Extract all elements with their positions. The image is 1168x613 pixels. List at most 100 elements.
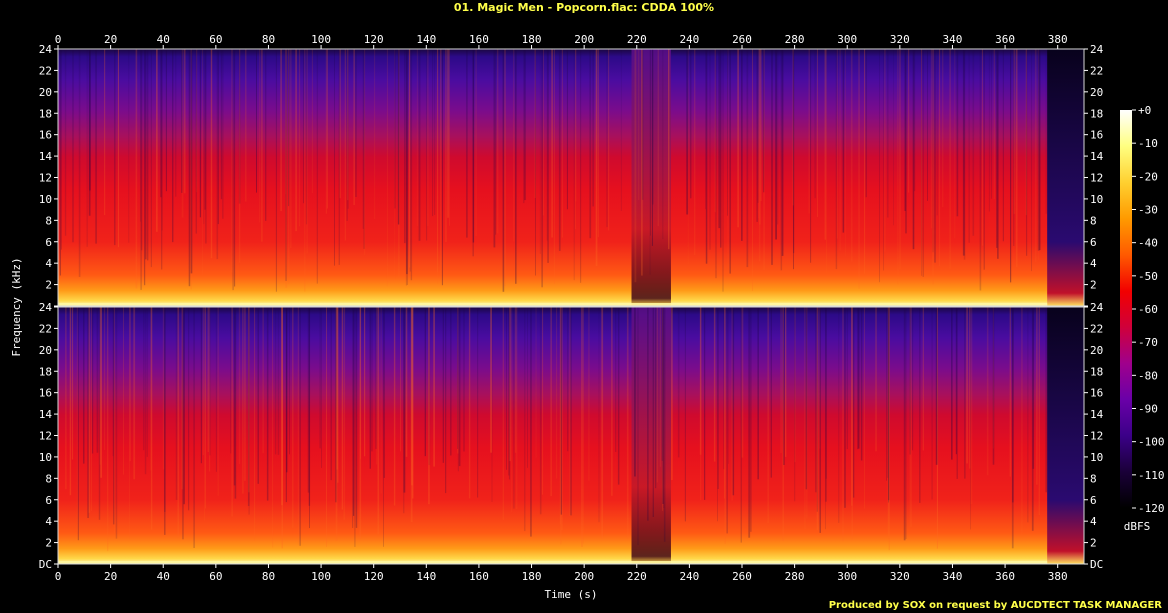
spectrum-streak — [325, 49, 327, 214]
spectrum-streak — [288, 49, 290, 207]
spectrum-streak — [89, 49, 91, 191]
spectrum-streak — [524, 307, 526, 532]
x-tick-label: 180 — [522, 570, 542, 583]
spectrum-streak — [1036, 307, 1038, 485]
x-tick-label: 180 — [522, 33, 542, 46]
spectrum-streak — [199, 49, 201, 218]
y-tick-label: 8 — [45, 214, 52, 227]
spectrum-streak — [165, 49, 167, 192]
y-tick-label: 18 — [39, 107, 52, 120]
spectrum-streak — [437, 49, 439, 284]
spectrum-streak — [242, 307, 244, 494]
spectrum-streak — [652, 49, 654, 205]
spectrum-streak — [656, 307, 658, 483]
y-tick-label: 14 — [1090, 150, 1104, 163]
spectrum-streak — [394, 49, 396, 282]
spectrum-streak — [1034, 49, 1037, 262]
spectrum-streak — [376, 307, 378, 465]
spectrum-streak — [794, 307, 796, 463]
spectrum-streak — [113, 307, 115, 525]
y-tick-label: 12 — [1090, 172, 1103, 185]
spectrum-streak — [956, 307, 958, 479]
channel-panel — [57, 48, 1085, 307]
spectrum-streak — [661, 307, 663, 461]
y-tick-label: 12 — [1090, 430, 1103, 443]
spectrum-streak — [144, 307, 147, 475]
y-tick-label: 10 — [39, 193, 52, 206]
spectrum-streak — [819, 307, 821, 449]
spectrum-streak — [147, 49, 149, 261]
spectrum-streak — [780, 307, 782, 453]
spectrum-streak — [502, 307, 504, 520]
spectrum-streak — [466, 49, 468, 238]
spectrum-streak — [546, 49, 548, 241]
spectrum-streak — [816, 307, 818, 512]
spectrum-streak — [245, 49, 247, 202]
colorbar-tick-label: -20 — [1138, 170, 1158, 183]
spectrum-streak — [668, 49, 670, 250]
spectrum-streak — [129, 307, 130, 540]
spectrum-streak — [364, 307, 366, 457]
spectrum-streak — [72, 49, 74, 243]
spectrum-streak — [336, 307, 338, 470]
spectrum-streak — [190, 49, 193, 274]
spectrum-streak — [981, 49, 983, 246]
spectrum-streak — [87, 307, 89, 518]
spectrum-streak — [256, 49, 257, 193]
spectrum-streak — [684, 307, 686, 522]
spectrum-streak — [904, 49, 906, 211]
spectrum-streak — [457, 307, 459, 454]
spectrum-streak — [566, 49, 568, 210]
spectrum-streak — [543, 49, 544, 216]
spectrum-streak — [442, 307, 444, 463]
spectrum-streak — [239, 49, 241, 263]
spectrum-streak — [144, 49, 146, 286]
x-tick-label: 360 — [995, 570, 1015, 583]
spectrum-streak — [909, 307, 911, 528]
spectrum-streak — [164, 307, 166, 535]
spectrum-streak — [826, 49, 827, 273]
spectrum-streak — [326, 49, 328, 209]
y-tick-label: 16 — [1090, 387, 1103, 400]
x-tick-label: 280 — [785, 570, 805, 583]
spectrum-streak — [65, 307, 67, 490]
spectrum-streak — [204, 307, 205, 521]
quiet-section — [631, 49, 671, 306]
spectrum-streak — [441, 49, 443, 286]
spectrum-streak — [560, 307, 562, 515]
spectrum-streak — [875, 307, 877, 452]
spectrum-streak — [515, 49, 517, 284]
y-tick-label: 6 — [45, 236, 52, 249]
spectrum-streak — [858, 307, 860, 449]
spectrum-streak — [504, 49, 506, 286]
spectrum-streak — [728, 307, 729, 464]
spectrum-streak — [990, 49, 992, 199]
spectrum-streak — [922, 49, 924, 277]
spectrum-streak — [931, 307, 933, 500]
spectrum-streak — [266, 307, 269, 501]
spectrum-streak — [598, 307, 600, 523]
spectrum-streak — [851, 307, 853, 506]
spectrum-streak — [1025, 49, 1027, 216]
spectrum-streak — [845, 49, 846, 256]
spectrum-streak — [963, 49, 966, 260]
spectrum-streak — [686, 49, 689, 215]
x-tick-label: 260 — [732, 33, 752, 46]
dc-band — [58, 561, 1048, 564]
spectrum-streak — [825, 307, 826, 530]
spectrum-streak — [181, 49, 184, 218]
spectrum-streak — [188, 307, 190, 511]
x-tick-label: 60 — [209, 33, 222, 46]
spectrum-streak — [727, 49, 728, 216]
spectrum-streak — [1021, 307, 1023, 536]
spectrum-streak — [914, 49, 916, 192]
spectrum-streak — [360, 307, 361, 459]
spectrum-streak — [652, 307, 654, 517]
spectrum-area — [58, 307, 1084, 564]
spectrum-streak — [964, 307, 966, 479]
spectrum-streak — [729, 49, 731, 274]
spectrum-streak — [175, 49, 177, 197]
spectrum-streak — [398, 49, 400, 279]
spectrum-streak — [883, 49, 884, 271]
spectrum-streak — [433, 307, 435, 467]
